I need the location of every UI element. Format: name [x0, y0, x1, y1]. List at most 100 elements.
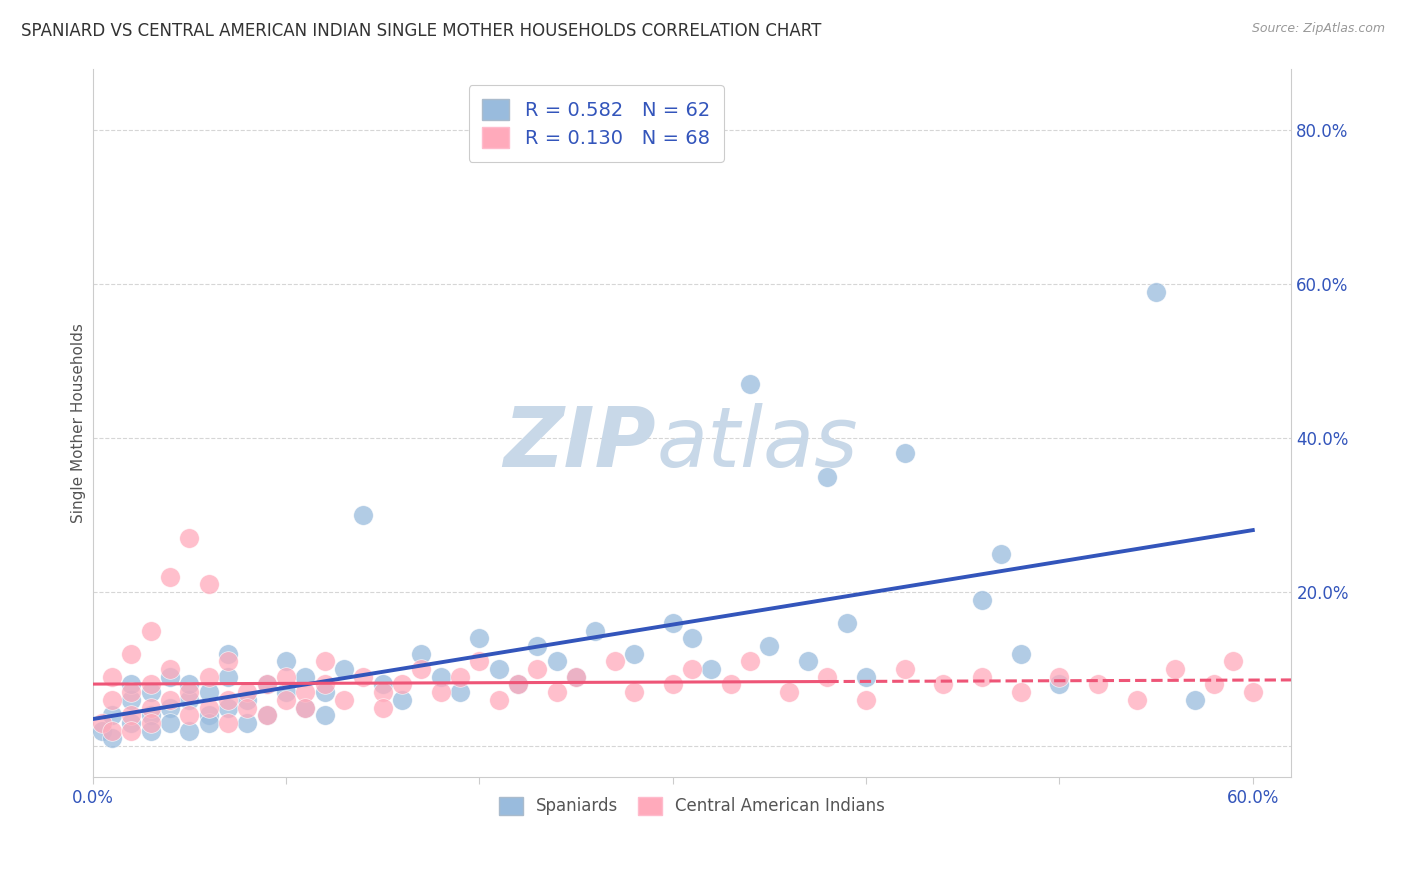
Point [488, 662, 510, 676]
Point [468, 654, 491, 668]
Point [236, 716, 259, 731]
Point [815, 469, 838, 483]
Point [197, 685, 219, 699]
Point [623, 647, 645, 661]
Point [681, 632, 703, 646]
Point [565, 670, 588, 684]
Point [197, 670, 219, 684]
Point [449, 670, 471, 684]
Point [197, 700, 219, 714]
Point [778, 685, 800, 699]
Point [179, 708, 201, 723]
Point [217, 670, 239, 684]
Point [101, 731, 124, 746]
Point [274, 685, 297, 699]
Point [429, 670, 451, 684]
Point [120, 723, 142, 738]
Point [352, 508, 374, 522]
Point [294, 700, 316, 714]
Point [217, 654, 239, 668]
Point [159, 693, 181, 707]
Point [217, 700, 239, 714]
Point [1222, 654, 1244, 668]
Point [139, 723, 162, 738]
Point [236, 693, 259, 707]
Point [758, 639, 780, 653]
Point [256, 708, 278, 723]
Point [738, 654, 761, 668]
Point [101, 723, 124, 738]
Point [603, 654, 626, 668]
Point [411, 662, 433, 676]
Point [797, 654, 820, 668]
Point [159, 716, 181, 731]
Point [217, 693, 239, 707]
Point [101, 670, 124, 684]
Point [583, 624, 606, 638]
Point [139, 700, 162, 714]
Point [333, 693, 356, 707]
Point [661, 615, 683, 630]
Point [274, 670, 297, 684]
Point [1049, 677, 1071, 691]
Point [217, 716, 239, 731]
Point [314, 685, 336, 699]
Point [526, 662, 548, 676]
Point [720, 677, 742, 691]
Point [391, 693, 413, 707]
Legend: Spaniards, Central American Indians: Spaniards, Central American Indians [489, 787, 894, 825]
Point [1144, 285, 1167, 299]
Point [449, 685, 471, 699]
Point [970, 592, 993, 607]
Text: Source: ZipAtlas.com: Source: ZipAtlas.com [1251, 22, 1385, 36]
Point [468, 632, 491, 646]
Point [1010, 647, 1032, 661]
Point [661, 677, 683, 691]
Point [197, 577, 219, 591]
Point [139, 708, 162, 723]
Point [179, 723, 201, 738]
Point [1126, 693, 1149, 707]
Point [120, 708, 142, 723]
Point [1164, 662, 1187, 676]
Point [294, 685, 316, 699]
Point [506, 677, 529, 691]
Point [565, 670, 588, 684]
Point [256, 677, 278, 691]
Point [179, 531, 201, 545]
Point [893, 446, 915, 460]
Point [139, 624, 162, 638]
Point [294, 670, 316, 684]
Text: ZIP: ZIP [503, 403, 657, 484]
Point [120, 693, 142, 707]
Point [314, 654, 336, 668]
Point [294, 700, 316, 714]
Point [371, 677, 394, 691]
Point [120, 647, 142, 661]
Point [91, 716, 114, 731]
Point [1087, 677, 1109, 691]
Point [159, 662, 181, 676]
Point [526, 639, 548, 653]
Point [139, 716, 162, 731]
Point [314, 708, 336, 723]
Point [256, 708, 278, 723]
Point [1049, 670, 1071, 684]
Point [391, 677, 413, 691]
Point [411, 647, 433, 661]
Point [236, 700, 259, 714]
Point [990, 547, 1012, 561]
Point [159, 670, 181, 684]
Y-axis label: Single Mother Households: Single Mother Households [72, 323, 86, 523]
Point [120, 716, 142, 731]
Point [506, 677, 529, 691]
Point [371, 685, 394, 699]
Point [1010, 685, 1032, 699]
Point [429, 685, 451, 699]
Point [101, 708, 124, 723]
Text: SPANIARD VS CENTRAL AMERICAN INDIAN SINGLE MOTHER HOUSEHOLDS CORRELATION CHART: SPANIARD VS CENTRAL AMERICAN INDIAN SING… [21, 22, 821, 40]
Point [274, 654, 297, 668]
Point [179, 685, 201, 699]
Point [932, 677, 955, 691]
Point [1241, 685, 1264, 699]
